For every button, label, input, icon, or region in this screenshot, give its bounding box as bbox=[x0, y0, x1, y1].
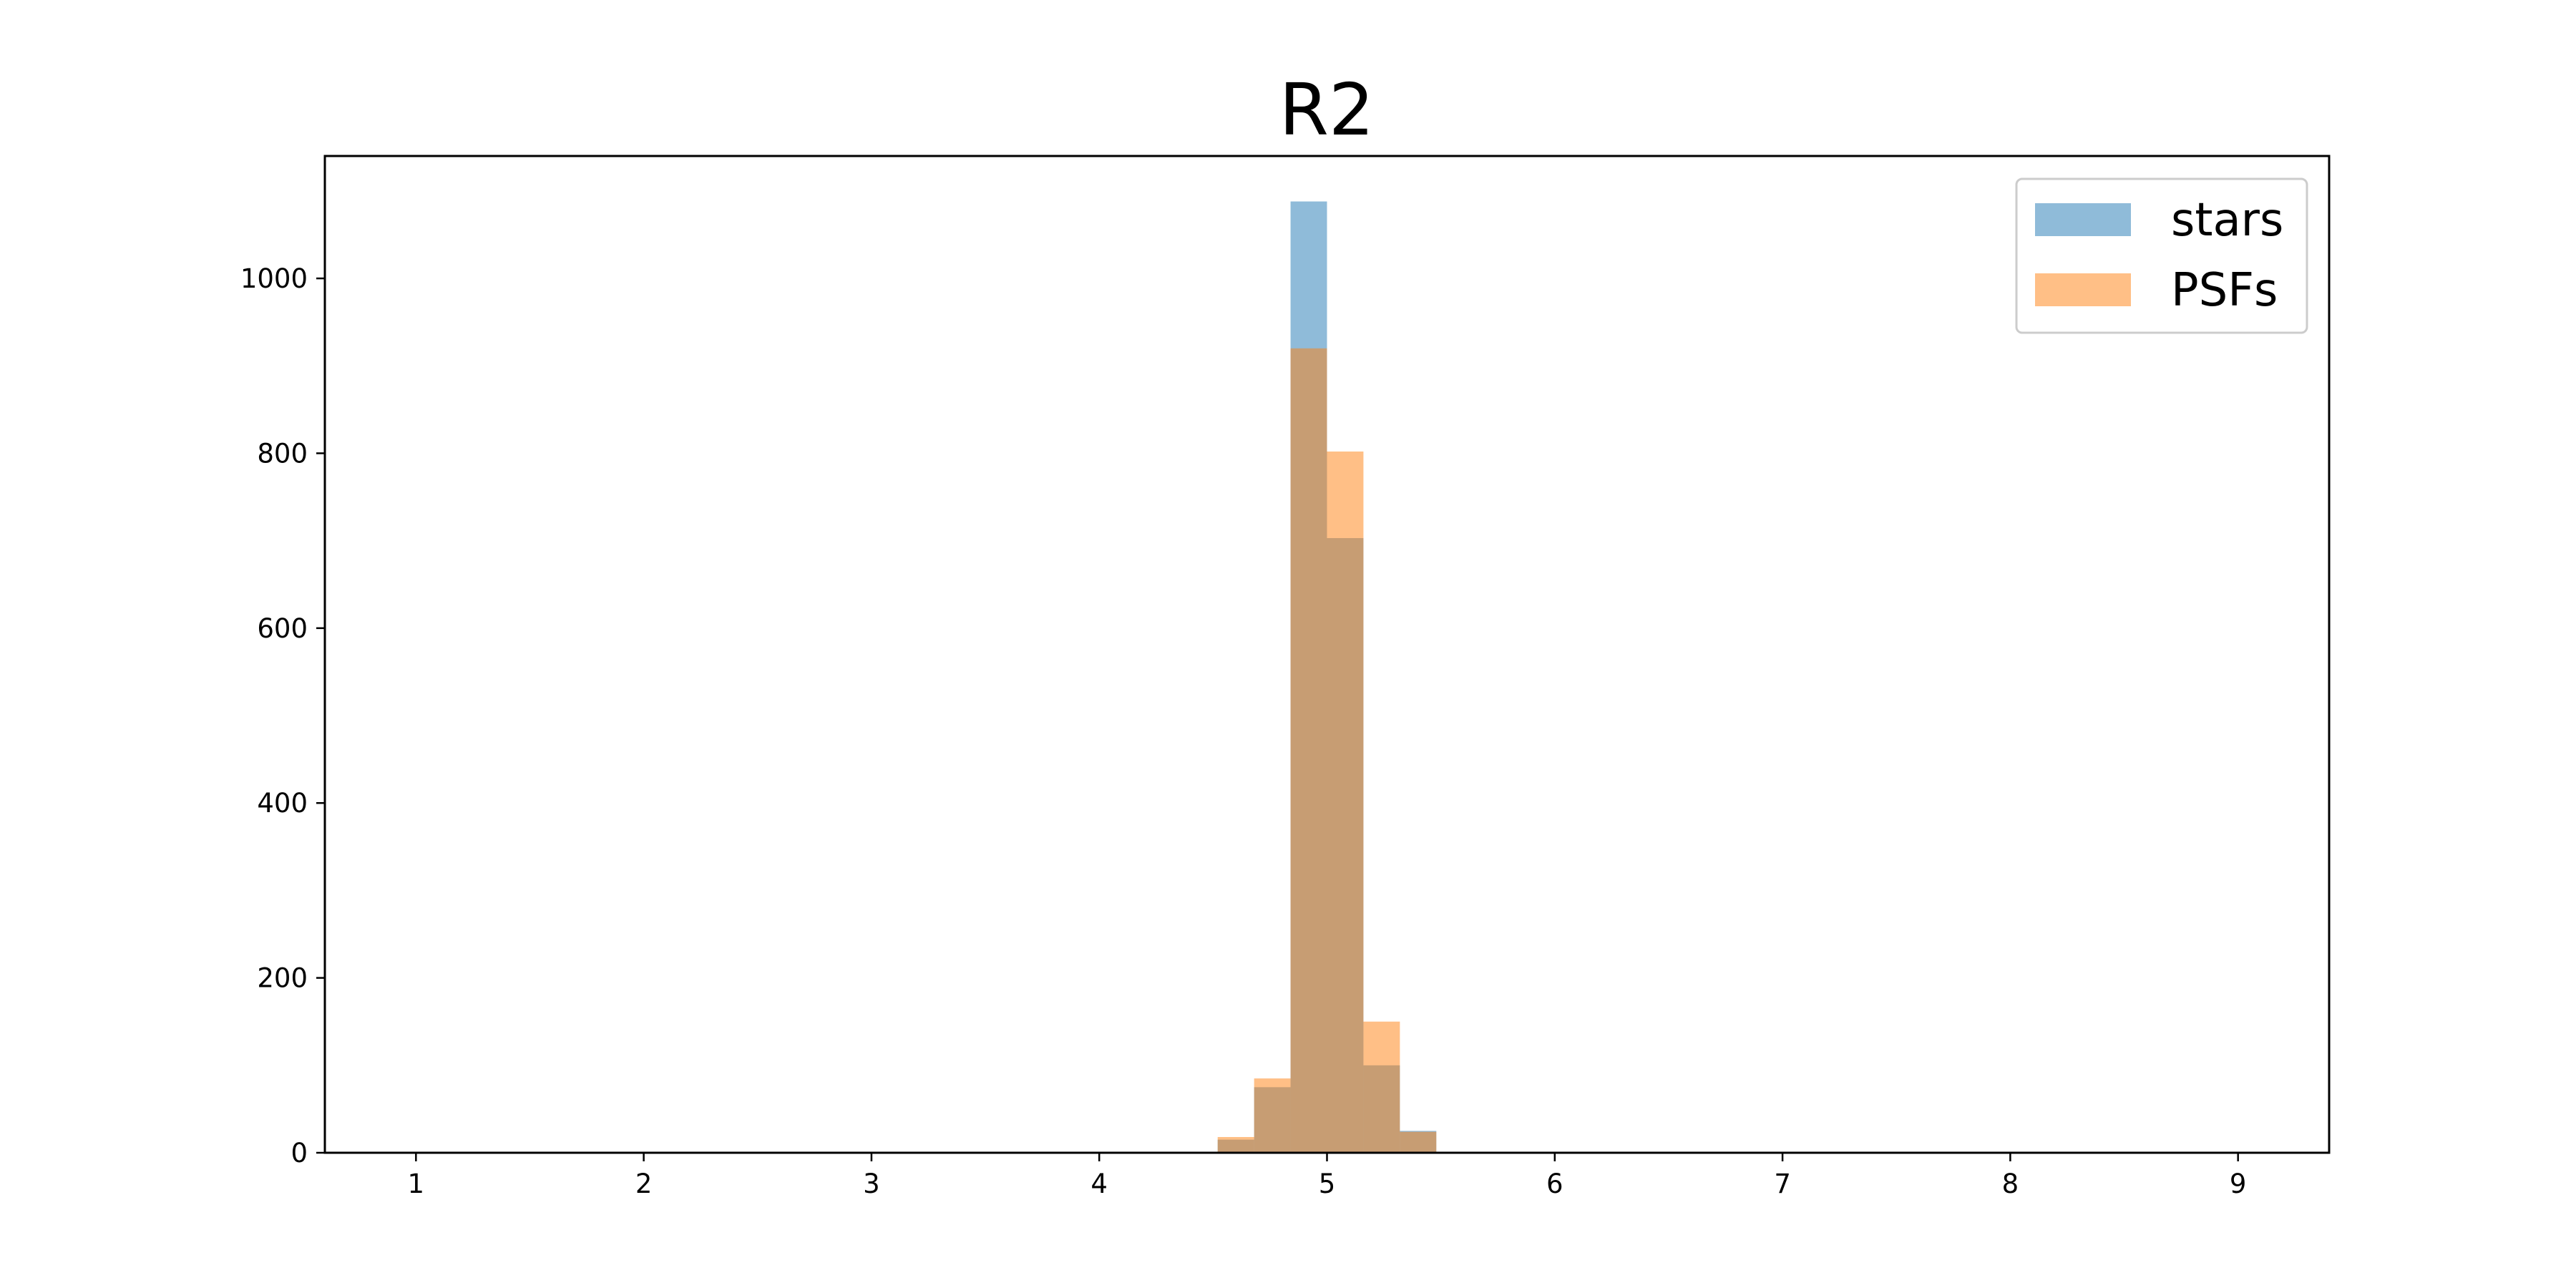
psfs-bar bbox=[1327, 452, 1364, 1153]
legend: stars PSFs bbox=[2015, 177, 2308, 334]
plot-frame bbox=[323, 155, 2331, 1154]
x-tick-label: 9 bbox=[2230, 1169, 2247, 1199]
y-tick-label: 600 bbox=[257, 613, 308, 644]
x-tick-label: 5 bbox=[1319, 1169, 1336, 1199]
x-tick-label: 1 bbox=[408, 1169, 425, 1199]
y-tick-label: 400 bbox=[257, 788, 308, 819]
x-tick-label: 7 bbox=[1774, 1169, 1791, 1199]
y-tick-label: 200 bbox=[257, 963, 308, 994]
axes: 1 2 3 4 5 6 7 8 9 0 200 400 600 800 1000 bbox=[240, 263, 2247, 1199]
y-tick-label: 0 bbox=[291, 1138, 308, 1169]
x-tick-label: 2 bbox=[635, 1169, 653, 1199]
legend-swatch-psfs bbox=[2035, 273, 2131, 306]
chart-title: R2 bbox=[1279, 68, 1374, 152]
y-tick-label: 1000 bbox=[240, 263, 308, 294]
psfs-bar bbox=[1254, 1078, 1291, 1153]
x-tick-label: 3 bbox=[863, 1169, 880, 1199]
psfs-bar bbox=[1363, 1021, 1400, 1153]
y-tick-label: 800 bbox=[257, 438, 308, 469]
psfs-bar bbox=[1400, 1131, 1437, 1153]
legend-label-psfs: PSFs bbox=[2171, 264, 2278, 317]
x-tick-label: 8 bbox=[2002, 1169, 2019, 1199]
legend-label-stars: stars bbox=[2171, 194, 2283, 247]
x-tick-label: 4 bbox=[1091, 1169, 1108, 1199]
legend-swatch-stars bbox=[2035, 203, 2131, 236]
histogram-bars bbox=[1217, 201, 1437, 1153]
psfs-bar bbox=[1290, 348, 1327, 1153]
psfs-bar bbox=[1217, 1137, 1254, 1153]
x-tick-label: 6 bbox=[1546, 1169, 1563, 1199]
